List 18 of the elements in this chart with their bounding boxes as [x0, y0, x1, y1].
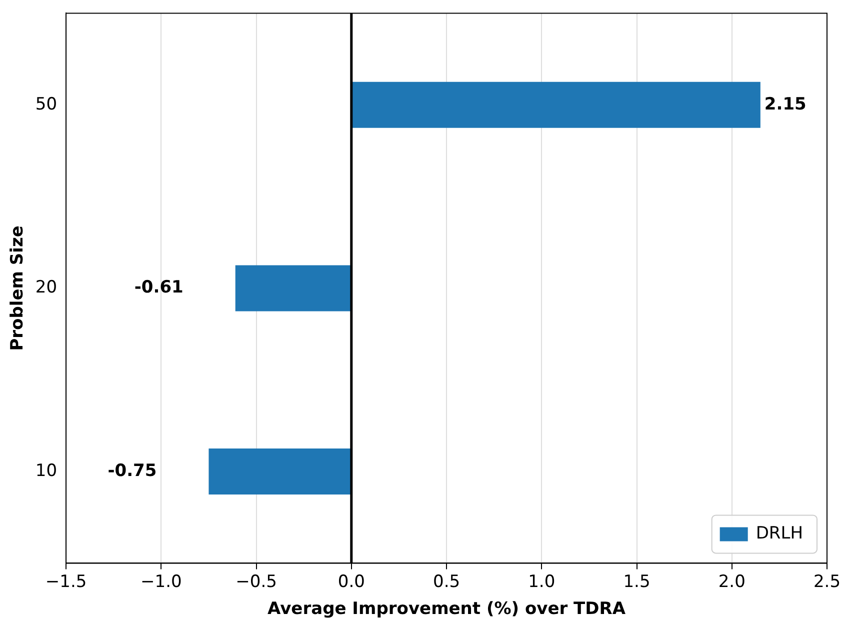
x-tick-label: 2.0: [718, 572, 746, 592]
x-tick-label: 0.0: [338, 572, 365, 592]
x-tick-label: 0.5: [432, 572, 460, 592]
x-tick-label: 1.0: [528, 572, 556, 592]
x-tick-label: −0.5: [236, 572, 277, 592]
x-tick-label: −1.0: [140, 572, 182, 592]
data-label: 2.15: [764, 94, 806, 114]
data-label: -0.75: [108, 460, 157, 481]
y-tick-label: 20: [35, 278, 58, 298]
y-tick-label: 50: [35, 94, 58, 114]
x-tick-label: 1.5: [623, 572, 650, 592]
x-tick-label: 2.5: [813, 572, 841, 592]
y-tick-label: 10: [35, 460, 58, 481]
legend-label: DRLH: [756, 524, 804, 544]
data-label: -0.61: [134, 278, 184, 298]
y-axis-title: Problem Size: [8, 226, 28, 351]
x-tick-label: −1.5: [45, 572, 87, 592]
x-axis-title: Average Improvement (%) over TDRA: [268, 599, 626, 620]
